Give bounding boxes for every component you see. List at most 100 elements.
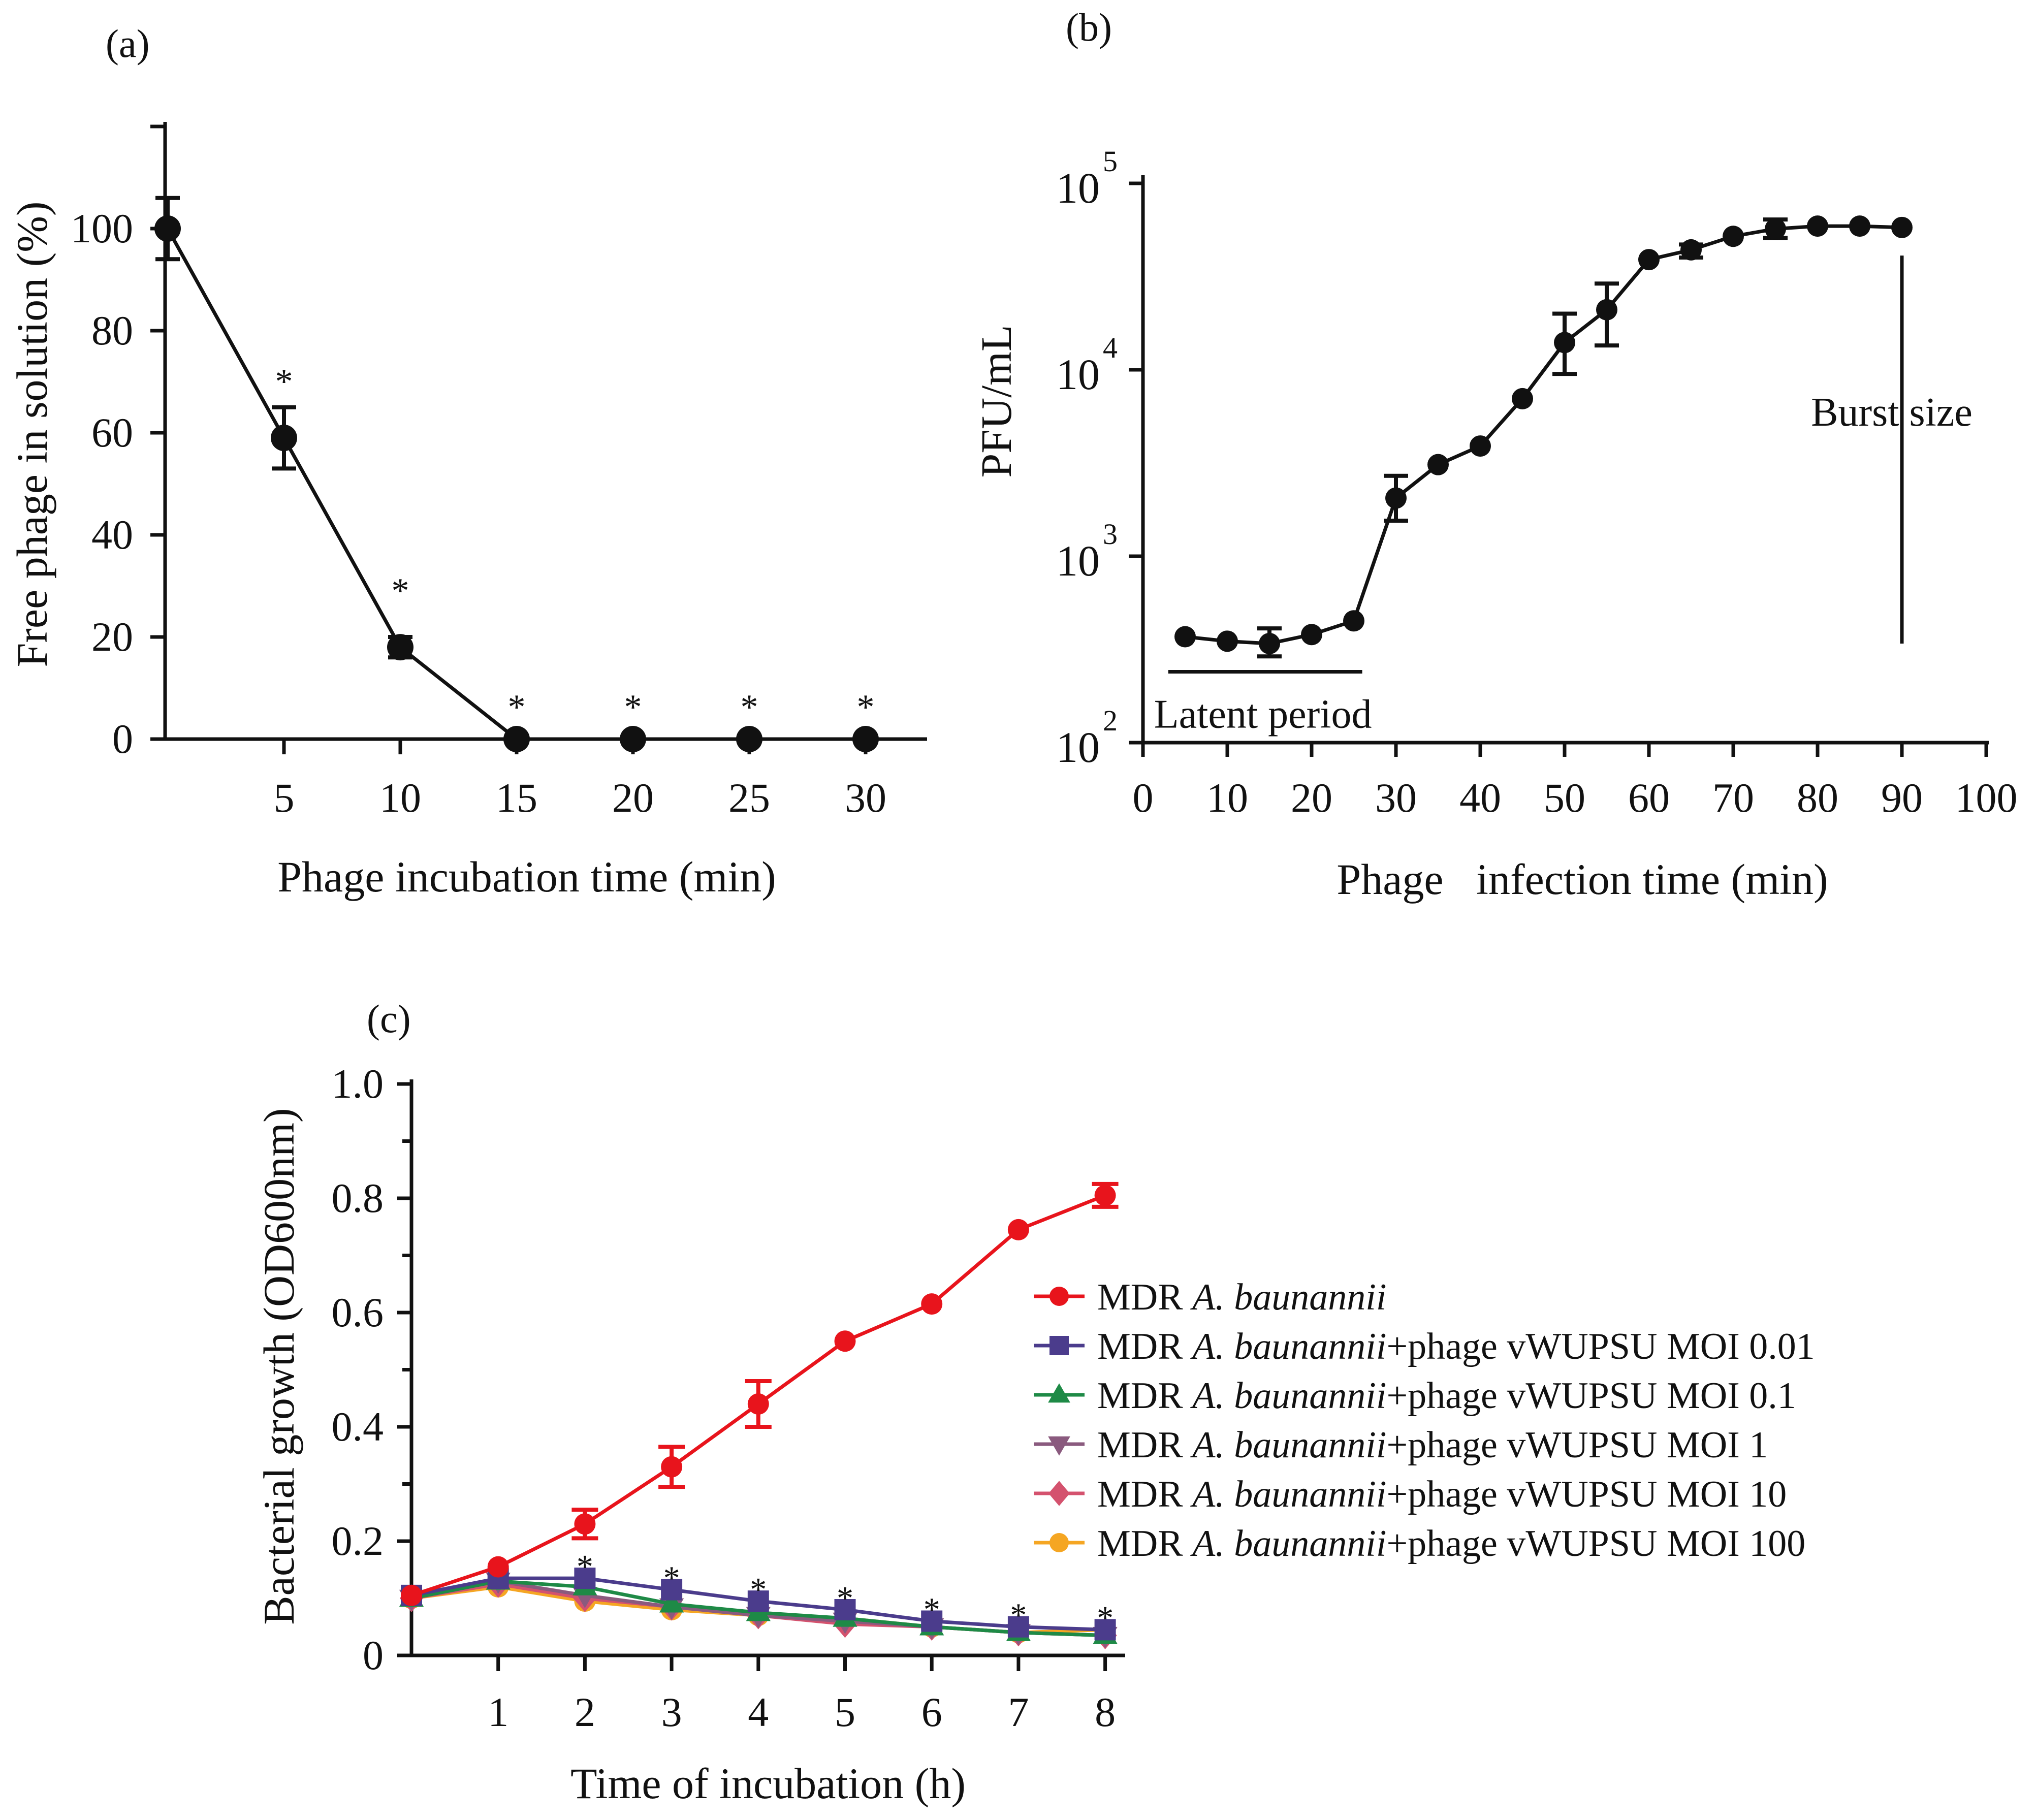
panel-c-data-point (1007, 1616, 1029, 1638)
panel-a-x-tick-label: 25 (728, 775, 770, 821)
panel-b-data-point (1343, 610, 1364, 632)
panel-c-x-tick-label: 8 (1095, 1689, 1116, 1735)
panel-c-legend: MDR A. baunannii MDR A. baunannii+phage v… (1034, 1276, 1815, 1564)
panel-b-data-point (1596, 299, 1617, 321)
panel-b-data-point (1174, 626, 1196, 648)
panel-a: (a) 5 10 15 20 25 30 0 20 40 60 80 100 * * * * * * Phag… (8, 21, 927, 901)
legend-item: MDR A. baunannii+phage vWUPSU MOI 100 (1034, 1523, 1805, 1564)
panel-b-x-tick-label: 60 (1628, 775, 1670, 821)
panel-b-x-label: Phage infection time (min) (1337, 855, 1828, 904)
legend-marker (1048, 1481, 1070, 1506)
panel-c-significance-star: * (1097, 1600, 1114, 1637)
panel-b-y-tick-label: 102 (1056, 704, 1118, 772)
legend-marker (1048, 1383, 1070, 1403)
panel-b: (b) 0 10 20 30 40 50 60 70 80 90 100 102103104105 … (972, 5, 2018, 904)
panel-c-y-tick-label: 0.6 (332, 1289, 384, 1335)
panel-b-y-tick-label: 103 (1056, 518, 1118, 585)
panel-b-data-point (1891, 216, 1913, 238)
panel-a-label: (a) (106, 21, 150, 66)
panel-a-x-tick-label: 30 (845, 775, 886, 821)
panel-c-data-point (574, 1513, 596, 1535)
panel-b-data-point (1512, 388, 1533, 409)
panel-c-data-point (747, 1393, 769, 1415)
panel-a-significance-star: * (857, 688, 875, 727)
panel-c-data-point (1094, 1619, 1116, 1641)
panel-a-y-tick-label: 40 (91, 512, 133, 558)
panel-b-x-tick-label: 10 (1206, 775, 1248, 821)
panel-a-significance-star: * (508, 688, 526, 727)
panel-c-data-point (921, 1610, 943, 1632)
panel-b-x-tick-label: 0 (1133, 775, 1154, 821)
panel-a-data-point (387, 634, 413, 661)
legend-item: MDR A. baunannii+phage vWUPSU MOI 1 (1034, 1424, 1768, 1466)
panel-c-y-tick-label: 0.2 (332, 1518, 384, 1564)
panel-c-series (401, 1182, 1119, 1606)
panel-a-data-point (620, 726, 646, 752)
panel-c-data-point (747, 1590, 769, 1612)
panel-a-y-tick-label: 0 (112, 716, 133, 762)
legend-marker (1049, 1287, 1069, 1306)
panel-c-y-tick-label: 0.8 (332, 1175, 384, 1221)
panel-c-significance-star: * (663, 1559, 680, 1597)
panel-a-y-tick-label: 20 (91, 614, 133, 660)
legend-item: MDR A. baunannii+phage vWUPSU MOI 10 (1034, 1474, 1787, 1515)
panel-b-y-label: PFU/mL (972, 325, 1021, 477)
panel-a-significance-star: * (624, 688, 642, 727)
panel-b-x-tick-label: 40 (1459, 775, 1501, 821)
panel-b-data-point (1849, 215, 1870, 237)
panel-c-x-label: Time of incubation (h) (570, 1759, 966, 1808)
panel-c-y-label: Bacterial growth (OD600nm) (254, 1108, 303, 1624)
panel-c-x-tick-label: 4 (748, 1689, 769, 1735)
panel-c-data-point (1094, 1185, 1116, 1206)
burst-size-label: Burst size (1811, 390, 1973, 435)
panel-b-x-tick-label: 50 (1544, 775, 1585, 821)
panel-b-data-point (1680, 239, 1702, 261)
legend-label: MDR A. baunannii (1097, 1276, 1386, 1318)
panel-b-x-tick-label: 20 (1291, 775, 1332, 821)
panel-c-x-tick-label: 3 (661, 1689, 682, 1735)
panel-b-data-point (1638, 249, 1660, 271)
panel-a-data-point (503, 726, 530, 752)
panel-a-data-point (852, 726, 879, 752)
panel-b-series-line (1185, 224, 1902, 646)
panel-a-x-tick-label: 20 (612, 775, 654, 821)
panel-b-data-point (1723, 226, 1744, 247)
panel-b-x-tick-label: 100 (1955, 775, 2018, 821)
panel-c-y-tick-label: 0.4 (332, 1403, 384, 1450)
panel-c-data-point (659, 1591, 684, 1613)
panel-c-significance-star: * (577, 1548, 593, 1585)
panel-a-y-label: Free phage in solution (%) (8, 201, 56, 667)
panel-b-data-point (1470, 435, 1491, 457)
legend-item: MDR A. baunannii+phage vWUPSU MOI 0.1 (1034, 1375, 1796, 1417)
panel-b-y-tick-label: 105 (1056, 145, 1118, 212)
panel-c-data-point (487, 1556, 509, 1578)
panel-c-x-tick-label: 2 (575, 1689, 595, 1735)
panel-c-x-tick-label: 1 (488, 1689, 508, 1735)
panel-c-data-point (1007, 1219, 1029, 1240)
panel-b-x-tick-label: 30 (1375, 775, 1417, 821)
panel-c-significance-star: * (924, 1591, 940, 1628)
legend-label: MDR A. baunannii+phage vWUPSU MOI 1 (1097, 1424, 1768, 1466)
panel-b-x-tick-label: 70 (1712, 775, 1754, 821)
panel-b-data-point (1259, 632, 1280, 654)
panel-c-significance-star: * (837, 1580, 853, 1617)
panel-c-label: (c) (367, 997, 411, 1041)
panel-a-x-label: Phage incubation time (min) (277, 852, 776, 901)
legend-marker (1048, 1436, 1070, 1456)
legend-item: MDR A. baunannii (1034, 1276, 1386, 1318)
panel-b-data-point (1765, 218, 1786, 240)
panel-c-data-point (401, 1584, 422, 1606)
panel-b-x-tick-label: 80 (1797, 775, 1838, 821)
latent-period-label: Latent period (1154, 692, 1372, 737)
panel-b-y-tick-label: 104 (1056, 331, 1118, 399)
panel-a-series-line (166, 228, 866, 741)
legend-label: MDR A. baunannii+phage vWUPSU MOI 0.01 (1097, 1326, 1815, 1367)
panel-a-y-tick-label: 60 (91, 409, 133, 456)
panel-c-significance-star: * (750, 1571, 767, 1608)
panel-c-x-tick-label: 6 (921, 1689, 942, 1735)
panel-a-x-tick-label: 15 (496, 775, 537, 821)
panel-c-data-point (661, 1456, 683, 1478)
panel-c-x-tick-label: 7 (1008, 1689, 1029, 1735)
panel-c-significance-star: * (1010, 1597, 1027, 1634)
